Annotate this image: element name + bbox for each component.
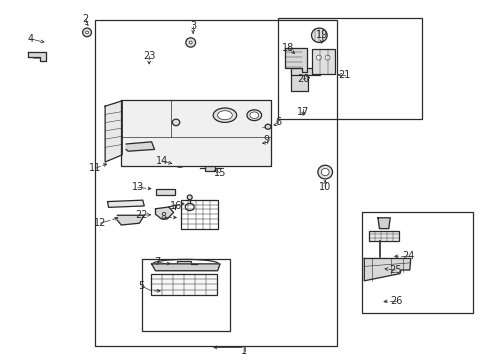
- Bar: [150, 274, 216, 295]
- Bar: [95, 20, 337, 346]
- Ellipse shape: [217, 111, 232, 120]
- Ellipse shape: [82, 28, 91, 37]
- Ellipse shape: [246, 110, 261, 121]
- Polygon shape: [284, 48, 306, 72]
- Text: 10: 10: [318, 182, 331, 192]
- Polygon shape: [117, 215, 144, 225]
- Ellipse shape: [316, 55, 321, 60]
- Bar: [33, 54, 41, 58]
- Text: 16: 16: [169, 201, 182, 211]
- Text: 21: 21: [338, 70, 350, 80]
- Ellipse shape: [189, 41, 192, 44]
- Bar: [177, 261, 190, 266]
- Ellipse shape: [249, 112, 258, 118]
- Polygon shape: [364, 258, 410, 281]
- Text: 8: 8: [161, 212, 166, 222]
- Text: 26: 26: [389, 296, 402, 306]
- Text: 19: 19: [315, 30, 327, 40]
- Text: 7: 7: [154, 257, 160, 267]
- Text: 1: 1: [241, 346, 247, 356]
- Bar: [181, 200, 217, 229]
- Text: 11: 11: [89, 163, 102, 174]
- Bar: [156, 189, 175, 195]
- Ellipse shape: [325, 55, 329, 60]
- Text: 14: 14: [156, 156, 168, 166]
- Bar: [311, 49, 335, 74]
- Text: 24: 24: [402, 251, 414, 261]
- Polygon shape: [28, 52, 46, 61]
- Ellipse shape: [85, 31, 88, 33]
- Text: 5: 5: [139, 281, 144, 291]
- Text: 15: 15: [213, 168, 226, 178]
- Ellipse shape: [185, 38, 195, 47]
- Ellipse shape: [213, 108, 236, 122]
- Bar: [361, 212, 472, 313]
- Text: 20: 20: [296, 74, 309, 84]
- Bar: [290, 68, 307, 91]
- Polygon shape: [105, 101, 122, 162]
- Ellipse shape: [317, 165, 332, 179]
- Text: 4: 4: [28, 34, 34, 44]
- Bar: [205, 166, 215, 171]
- Ellipse shape: [264, 124, 270, 129]
- Text: 25: 25: [388, 265, 401, 275]
- Bar: [277, 18, 421, 119]
- Text: 13: 13: [131, 182, 144, 192]
- Polygon shape: [155, 207, 173, 219]
- Text: 17: 17: [296, 107, 309, 117]
- Bar: [368, 231, 398, 241]
- Ellipse shape: [321, 168, 328, 176]
- Ellipse shape: [311, 28, 326, 42]
- Text: 22: 22: [135, 210, 148, 220]
- Ellipse shape: [175, 160, 184, 167]
- Text: 3: 3: [190, 21, 196, 31]
- Polygon shape: [121, 100, 271, 166]
- Text: 6: 6: [275, 117, 281, 127]
- Ellipse shape: [172, 119, 180, 126]
- Ellipse shape: [187, 195, 192, 199]
- Text: 12: 12: [94, 218, 106, 228]
- Text: 9: 9: [263, 135, 269, 145]
- Polygon shape: [126, 142, 154, 151]
- Bar: [142, 259, 229, 331]
- Polygon shape: [107, 200, 144, 207]
- Ellipse shape: [177, 162, 182, 166]
- Text: 18: 18: [282, 42, 294, 53]
- Polygon shape: [377, 218, 389, 229]
- Text: 23: 23: [142, 51, 155, 61]
- Bar: [290, 68, 320, 75]
- Polygon shape: [151, 264, 220, 271]
- Text: 2: 2: [82, 14, 88, 24]
